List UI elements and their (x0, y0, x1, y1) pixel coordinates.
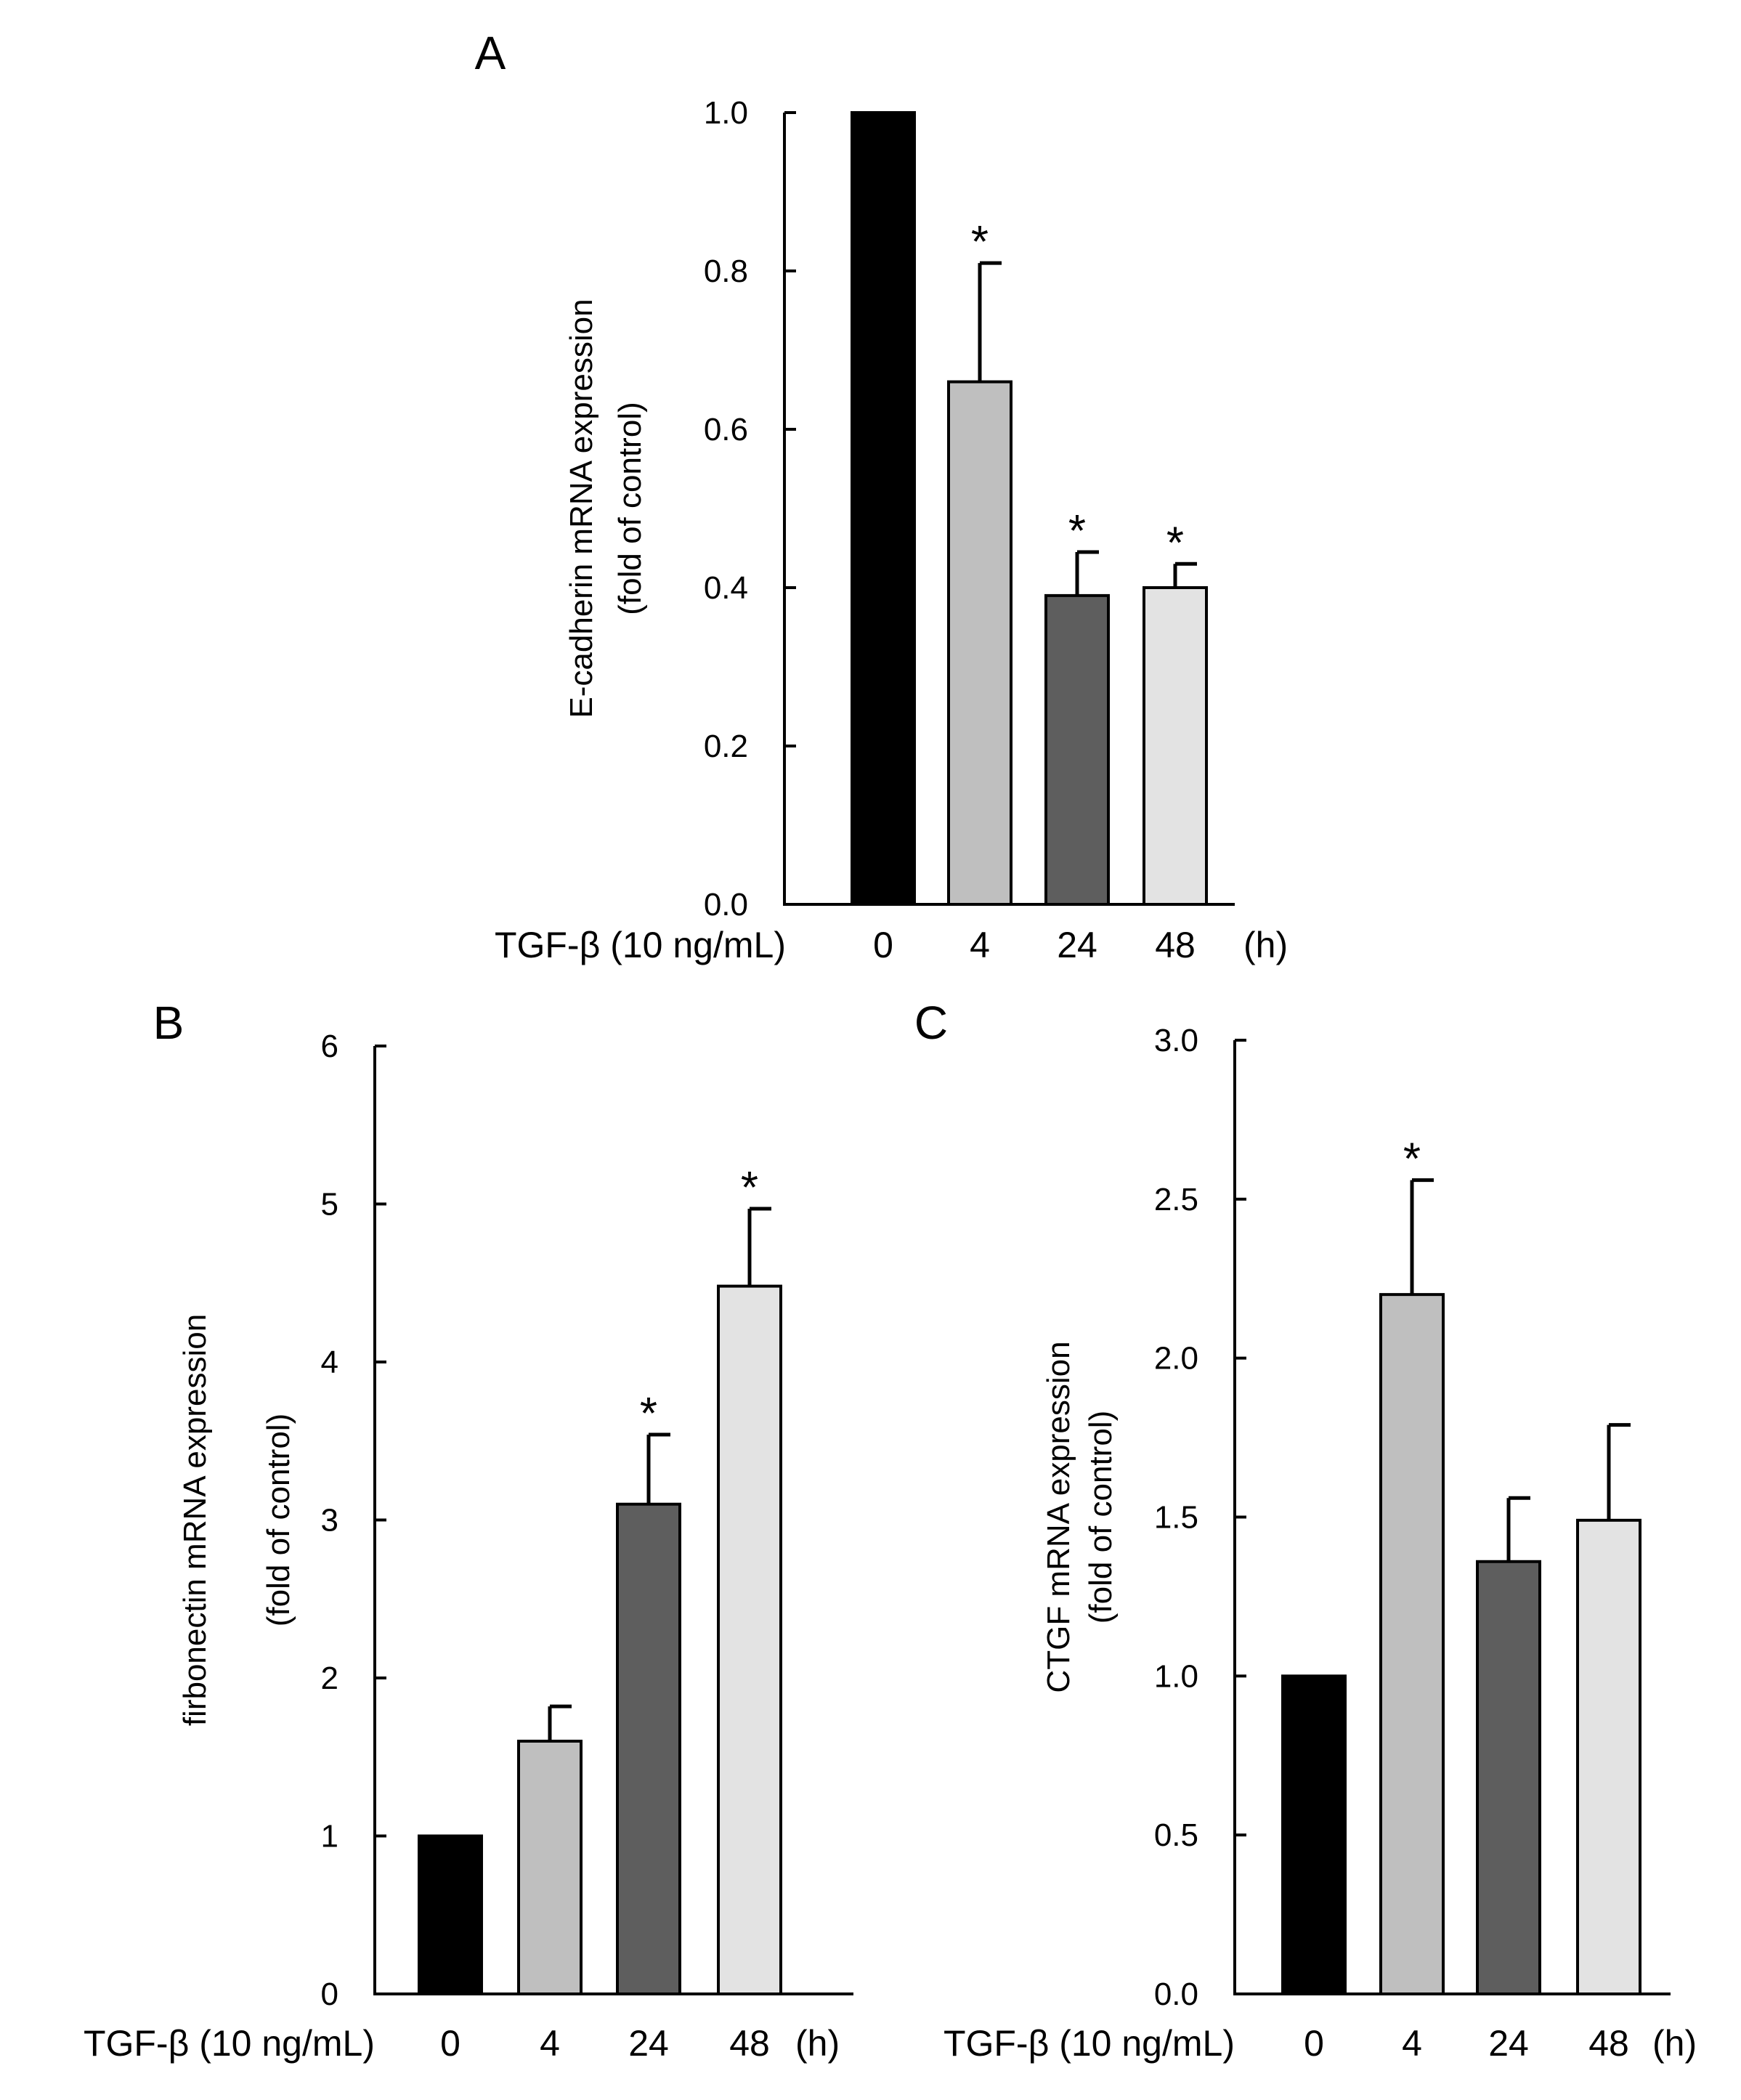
y-tick-label: 0.5 (1154, 1817, 1198, 1853)
significance-marker: * (1166, 518, 1184, 568)
x-category-label: 0 (1304, 2023, 1324, 2064)
bar-0h (851, 111, 916, 906)
y-tick-label: 4 (321, 1345, 338, 1380)
y-tick-label: 3.0 (1154, 1023, 1198, 1058)
y-tick-label: 1.5 (1154, 1500, 1198, 1536)
y-axis-title: firbonectin mRNA expression (177, 1314, 213, 1726)
treatment-label: TGF-β (10 ng/mL) (495, 925, 786, 965)
y-tick-label: 3 (321, 1503, 338, 1538)
panel-c-bar-chart: C 0.0 0.5 1.0 1.5 2.0 2.5 3.0 CTGF mRNA expressi… (914, 997, 1697, 2064)
treatment-label: TGF-β (10 ng/mL) (943, 2023, 1235, 2064)
y-tick-label: 2.0 (1154, 1341, 1198, 1377)
x-category-label: 0 (440, 2023, 460, 2064)
significance-marker: * (971, 217, 989, 267)
y-tick-label: 1.0 (1154, 1658, 1198, 1694)
y-axis-subtitle: (fold of control) (612, 402, 648, 615)
bar-48h (717, 1284, 782, 1995)
y-tick-label: 1 (321, 1819, 338, 1854)
x-category-label: 4 (540, 2023, 560, 2064)
x-category-label: 0 (873, 925, 893, 965)
bar-0h (1281, 1674, 1347, 1995)
y-tick-label: 0.2 (704, 729, 748, 764)
bar-24h (1044, 593, 1110, 907)
y-axis-title: CTGF mRNA expression (1041, 1341, 1076, 1692)
x-category-label: 48 (729, 2023, 770, 2064)
y-axis-subtitle: (fold of control) (1083, 1411, 1119, 1623)
time-unit-label: (h) (1652, 2023, 1697, 2064)
time-unit-label: (h) (795, 2023, 840, 2064)
bar-24h (616, 1502, 681, 1995)
time-unit-label: (h) (1243, 925, 1288, 965)
panel-b-bar-chart: B 0 1 2 3 4 5 6 firbonectin mRNA expression (fold… (84, 997, 853, 2064)
y-axis-subtitle: (fold of control) (261, 1414, 296, 1626)
y-tick-label: 0.0 (1154, 1977, 1198, 2012)
x-category-label: 48 (1155, 925, 1196, 965)
significance-marker: * (1068, 506, 1086, 556)
bar-4h (517, 1740, 583, 1995)
x-category-label: 4 (970, 925, 990, 965)
y-tick-label: 0.0 (704, 887, 748, 923)
panel-a-letter: A (475, 27, 506, 79)
y-tick-label: 2 (321, 1661, 338, 1696)
x-category-label: 4 (1402, 2023, 1422, 2064)
panel-a-bar-chart: A 0.0 0.2 0.4 0.6 0.8 1.0 E-cadherin mRNA expre… (475, 27, 1288, 965)
y-tick-label: 0.6 (704, 412, 748, 447)
y-axis-title: E-cadherin mRNA expression (564, 299, 599, 718)
bar-4h (947, 380, 1012, 906)
bar-48h (1143, 586, 1208, 906)
panel-b-letter: B (153, 997, 184, 1049)
y-tick-label: 5 (321, 1187, 338, 1223)
panel-c-letter: C (914, 997, 948, 1049)
y-tick-label: 2.5 (1154, 1182, 1198, 1217)
y-tick-label: 0.8 (704, 254, 748, 289)
y-tick-label: 0.4 (704, 570, 748, 606)
bar-4h (1379, 1293, 1445, 1995)
y-tick-label: 0 (321, 1977, 338, 2012)
x-category-label: 24 (1057, 925, 1097, 965)
bar-48h (1576, 1518, 1641, 1996)
x-category-label: 24 (628, 2023, 669, 2064)
bar-24h (1476, 1560, 1541, 1996)
x-category-label: 48 (1588, 2023, 1629, 2064)
treatment-label: TGF-β (10 ng/mL) (84, 2023, 375, 2064)
significance-marker: * (741, 1163, 758, 1213)
y-tick-label: 1.0 (704, 95, 748, 131)
significance-marker: * (1403, 1135, 1421, 1185)
significance-marker: * (640, 1389, 657, 1439)
bar-0h (418, 1834, 483, 1995)
x-category-label: 24 (1488, 2023, 1529, 2064)
y-tick-label: 6 (321, 1029, 338, 1064)
